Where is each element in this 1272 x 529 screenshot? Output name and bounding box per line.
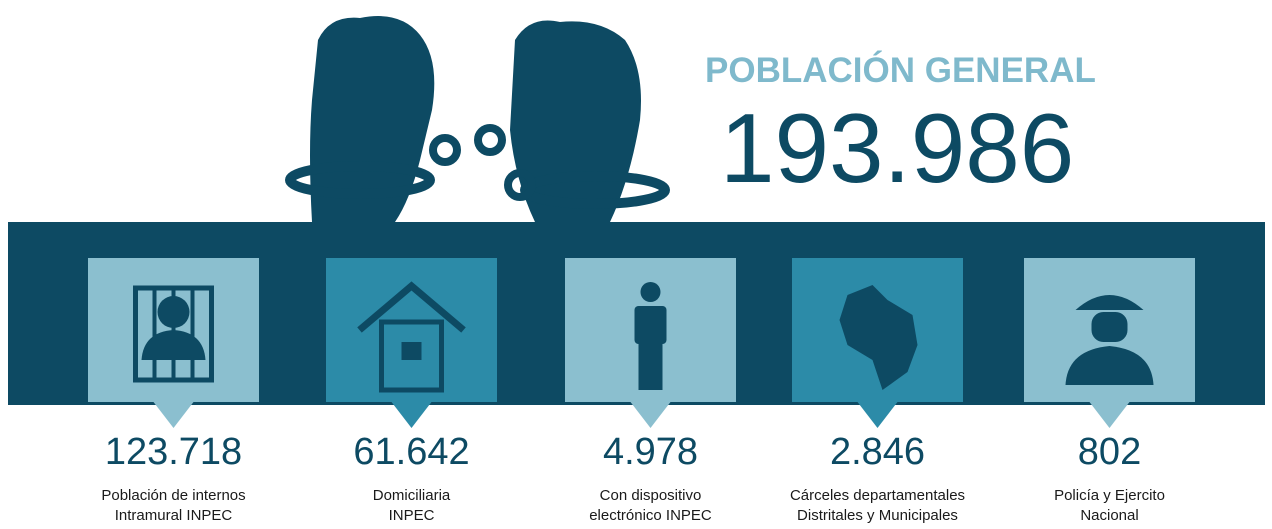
pointer	[153, 402, 194, 428]
pointer	[1089, 402, 1130, 428]
label: Domiciliaria	[373, 487, 451, 504]
label: Con dispositivo	[600, 487, 702, 504]
icon	[133, 285, 214, 383]
item: 4.978 Con dispositivo electrónico INPEC	[565, 258, 736, 524]
pointer	[630, 402, 671, 428]
label: Población de internos	[101, 487, 245, 504]
icon	[357, 281, 466, 393]
pointer	[857, 402, 898, 428]
value: 61.642	[353, 431, 469, 473]
icon-box	[326, 258, 497, 402]
icon	[1065, 295, 1154, 385]
value: 123.718	[105, 431, 242, 473]
label: electrónico INPEC	[589, 507, 712, 524]
face	[1091, 312, 1128, 342]
bar	[171, 288, 176, 380]
value: 2.846	[830, 431, 925, 473]
label: Cárceles departamentales	[790, 487, 965, 504]
house	[379, 319, 444, 393]
total: 193.986	[720, 93, 1074, 203]
bar	[190, 288, 195, 380]
torso	[634, 306, 667, 344]
cap	[1075, 295, 1144, 310]
head	[640, 282, 661, 302]
icon	[634, 282, 667, 390]
title: POBLACIÓN GENERAL	[705, 50, 1096, 90]
label: INPEC	[389, 507, 435, 524]
value: 802	[1078, 431, 1141, 473]
handcuffed-hands	[285, 16, 670, 222]
label: Distritales y Municipales	[797, 507, 958, 524]
legs	[638, 342, 663, 390]
lock	[401, 342, 422, 360]
map	[839, 285, 918, 390]
item: 802 Policía y Ejercito Nacional	[1024, 258, 1195, 524]
uniform	[1065, 346, 1154, 385]
label: Nacional	[1080, 507, 1138, 524]
roof	[357, 281, 466, 333]
pointer	[391, 402, 432, 428]
item: 2.846 Cárceles departamentales Distritales…	[790, 258, 965, 524]
item: 61.642 Domiciliaria INPEC	[326, 258, 497, 524]
icon	[839, 285, 918, 390]
label: Intramural INPEC	[115, 507, 233, 524]
bar	[152, 288, 157, 380]
item: 123.718 Población de internos Intramural I…	[88, 258, 259, 524]
value: 4.978	[603, 431, 698, 473]
label: Policía y Ejercito	[1054, 487, 1165, 504]
